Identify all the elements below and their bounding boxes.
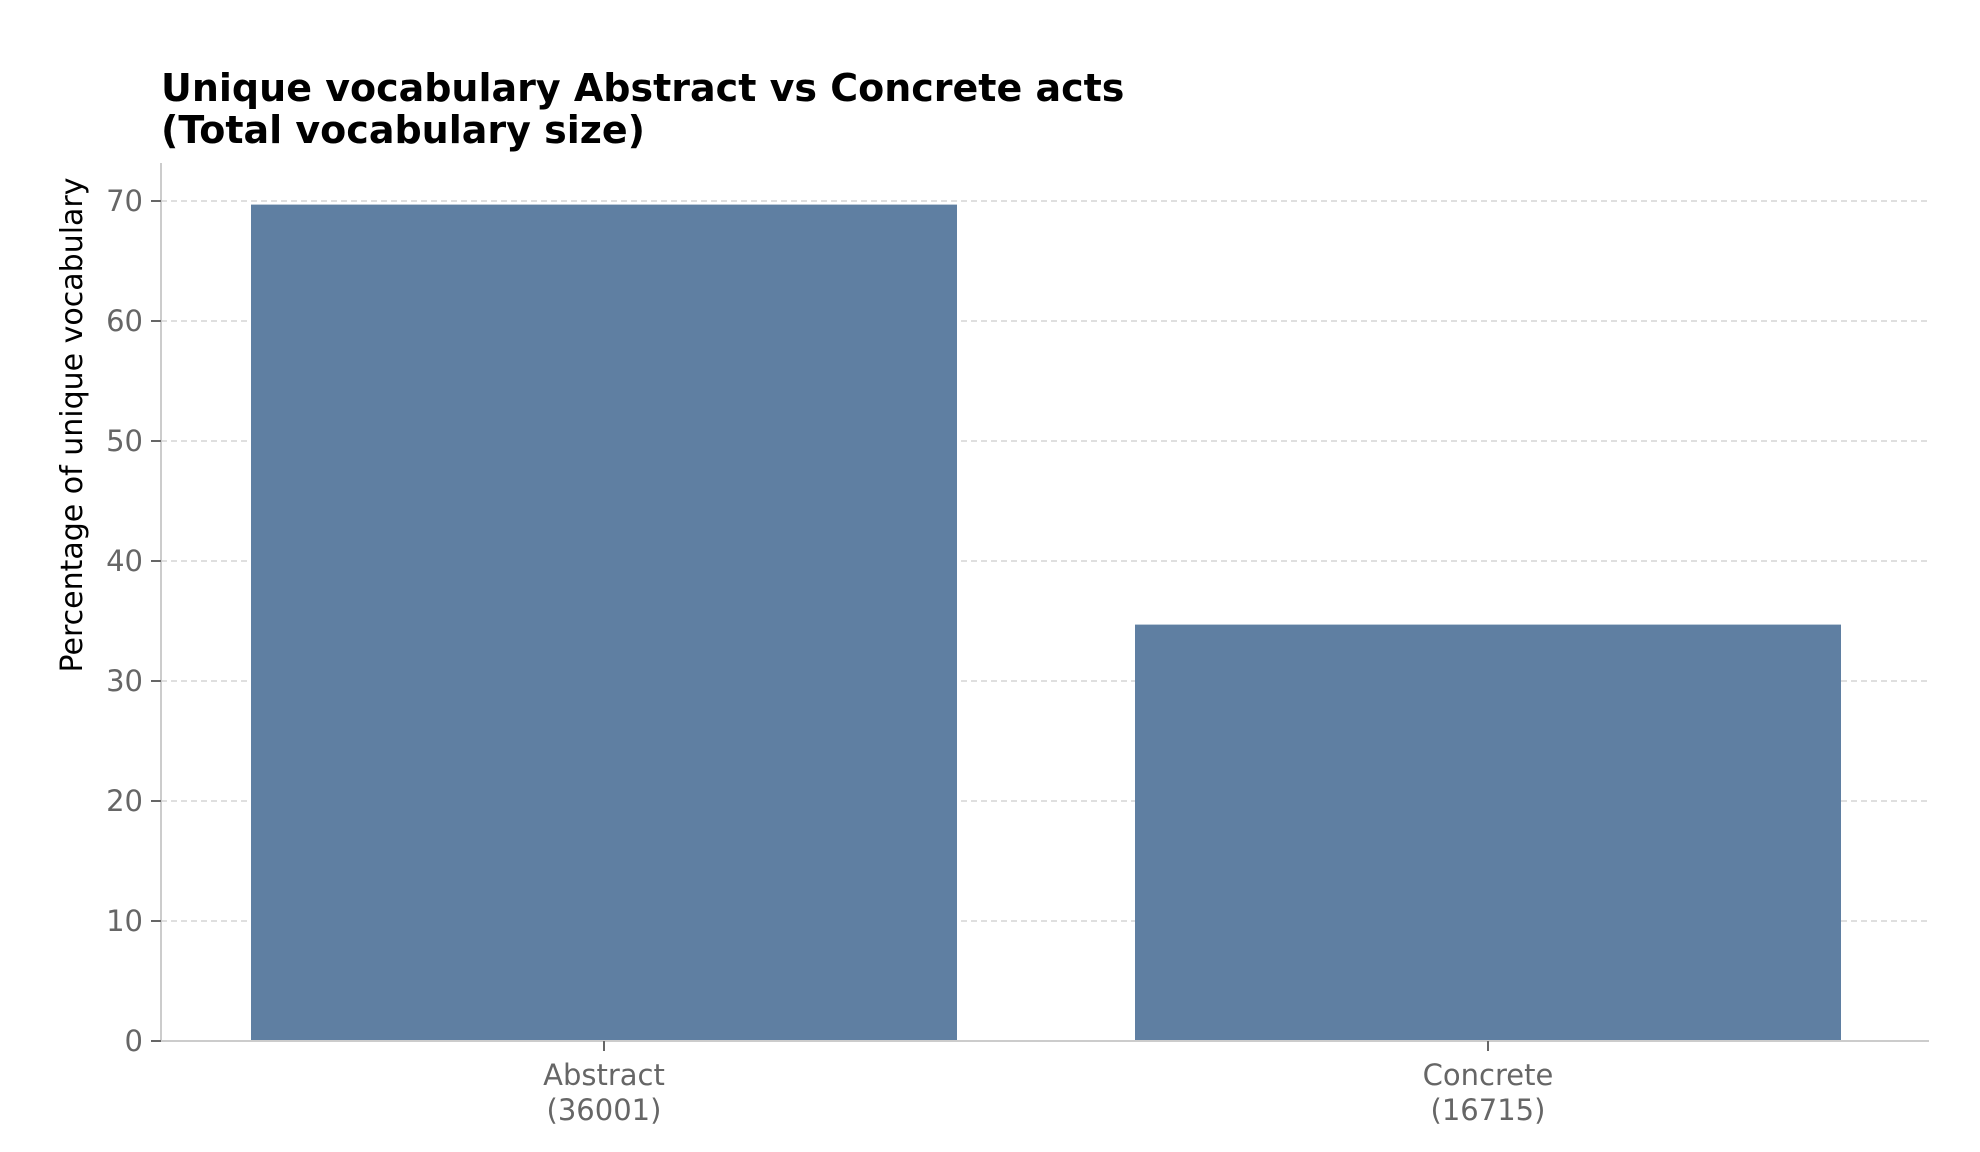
bars xyxy=(251,204,1841,1042)
x-tick-label-abstract: Abstract xyxy=(543,1058,665,1092)
y-tick-label-20: 20 xyxy=(106,784,143,818)
y-tick-label-60: 60 xyxy=(106,304,143,338)
y-tick-label-50: 50 xyxy=(106,424,143,458)
y-axis-label: Percentage of unique vocabulary xyxy=(55,177,90,672)
y-ticks: 0 10 20 30 40 50 60 70 xyxy=(106,184,161,1058)
bar-abstract xyxy=(251,204,957,1042)
x-tick-sublabel-abstract: (36001) xyxy=(547,1093,662,1127)
x-tick-label-concrete: Concrete xyxy=(1423,1058,1554,1092)
chart-title-line-2: (Total vocabulary size) xyxy=(161,108,645,152)
x-ticks: Abstract(36001) Concrete(16715) xyxy=(543,1041,1553,1127)
y-tick-label-40: 40 xyxy=(106,544,143,578)
bar-concrete xyxy=(1135,624,1841,1041)
x-tick-sublabel-concrete: (16715) xyxy=(1431,1093,1546,1127)
y-tick-label-10: 10 xyxy=(106,904,143,938)
chart-title-line-1: Unique vocabulary Abstract vs Concrete a… xyxy=(161,66,1124,110)
y-tick-label-0: 0 xyxy=(125,1024,143,1058)
y-tick-label-30: 30 xyxy=(106,664,143,698)
y-tick-label-70: 70 xyxy=(106,184,143,218)
